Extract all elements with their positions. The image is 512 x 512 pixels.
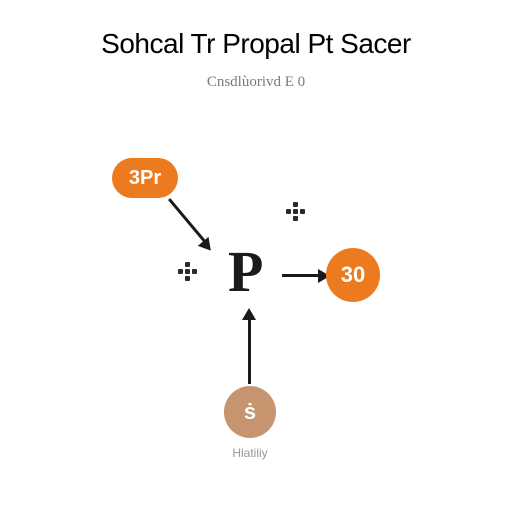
page-title: Sohcal Tr Propal Pt Sacer bbox=[0, 28, 512, 60]
node-bottom-label: ṡ bbox=[244, 399, 256, 425]
center-node: P bbox=[228, 238, 263, 305]
arrow-center-to-right bbox=[282, 274, 320, 277]
page-subtitle: Cnsdlùorivd E 0 bbox=[0, 74, 512, 91]
dots-cluster-left bbox=[178, 262, 197, 281]
node-bottom: ṡ bbox=[224, 386, 276, 438]
node-right-label: 30 bbox=[341, 262, 365, 288]
diagram-canvas: Sohcal Tr Propal Pt Sacer Cnsdlùorivd E … bbox=[0, 0, 512, 512]
node-top-left-label: 3Pr bbox=[129, 167, 161, 190]
arrow-head-up bbox=[242, 308, 256, 320]
node-top-left: 3Pr bbox=[112, 158, 178, 198]
node-right: 30 bbox=[326, 248, 380, 302]
dots-cluster-right bbox=[286, 202, 305, 221]
arrow-bottom-to-center bbox=[248, 318, 251, 384]
bottom-caption: Hlatiliy bbox=[210, 446, 290, 460]
